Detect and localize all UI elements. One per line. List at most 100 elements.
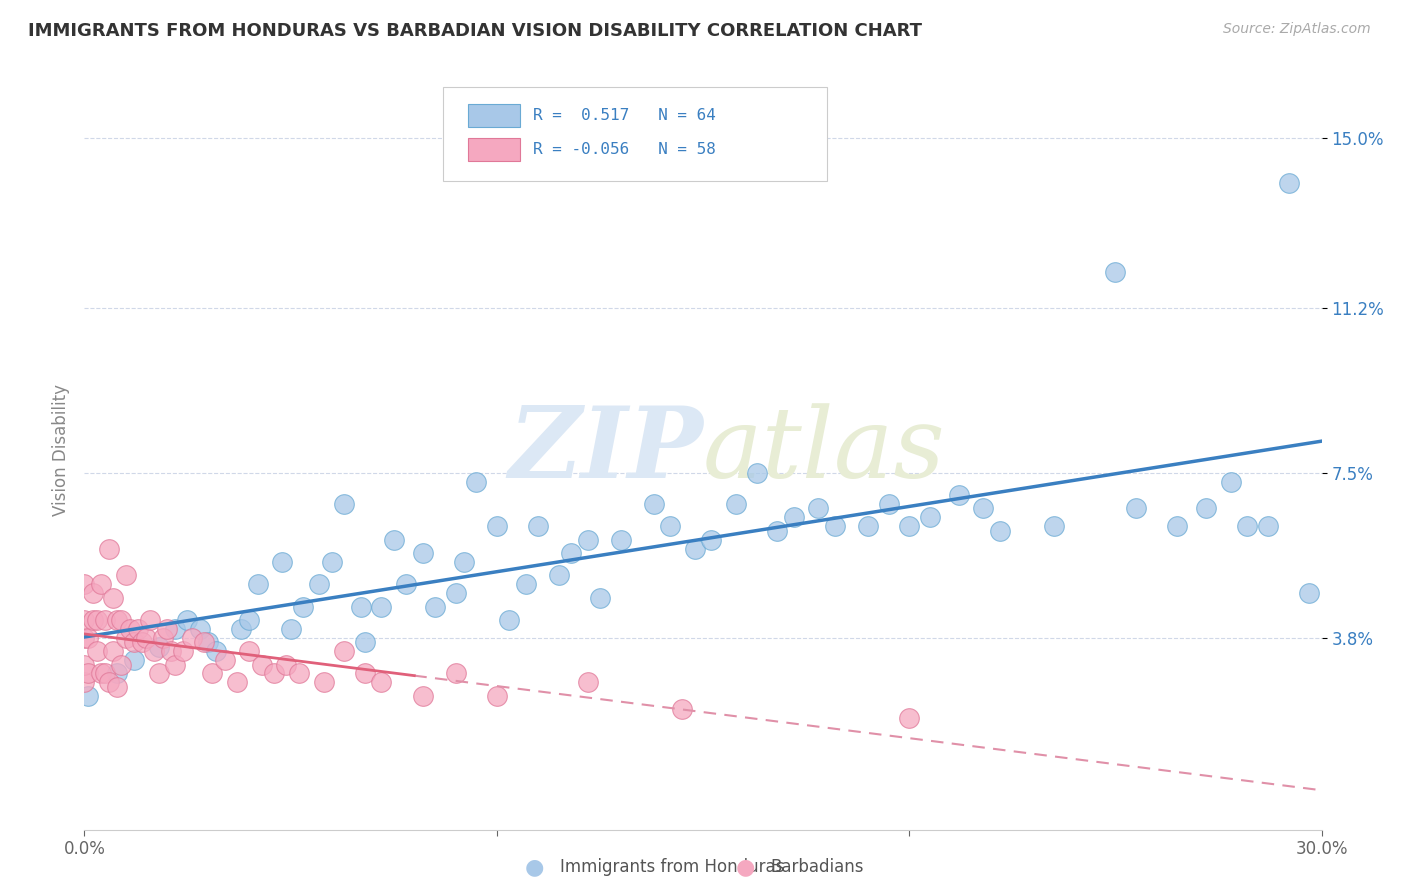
Point bbox=[1195, 501, 1218, 516]
Point bbox=[82, 613, 104, 627]
Point bbox=[1042, 519, 1064, 533]
Point bbox=[73, 577, 96, 591]
Point bbox=[683, 541, 706, 556]
Text: ZIP: ZIP bbox=[508, 402, 703, 499]
Point bbox=[412, 546, 434, 560]
Point bbox=[122, 653, 145, 667]
Point bbox=[271, 555, 294, 569]
Point bbox=[370, 675, 392, 690]
Point bbox=[395, 577, 418, 591]
Point bbox=[238, 613, 260, 627]
Point bbox=[1219, 475, 1241, 489]
Point bbox=[609, 533, 631, 547]
Point bbox=[948, 488, 970, 502]
Point bbox=[73, 675, 96, 690]
Point bbox=[724, 497, 747, 511]
Point bbox=[288, 666, 311, 681]
Point bbox=[135, 631, 157, 645]
Point bbox=[877, 497, 900, 511]
Point bbox=[86, 613, 108, 627]
Point bbox=[105, 613, 128, 627]
Point bbox=[82, 586, 104, 600]
Point bbox=[918, 510, 941, 524]
Point bbox=[412, 689, 434, 703]
Point bbox=[172, 644, 194, 658]
Point bbox=[498, 613, 520, 627]
Point bbox=[127, 622, 149, 636]
Point bbox=[193, 635, 215, 649]
Point bbox=[110, 613, 132, 627]
Point bbox=[77, 689, 100, 703]
Point bbox=[485, 689, 508, 703]
Point bbox=[547, 568, 569, 582]
Point bbox=[131, 635, 153, 649]
Point bbox=[333, 497, 356, 511]
Text: ●: ● bbox=[735, 857, 755, 877]
Point bbox=[98, 541, 121, 556]
Point bbox=[201, 666, 224, 681]
Point bbox=[73, 631, 96, 645]
Point bbox=[90, 577, 112, 591]
Point bbox=[745, 466, 768, 480]
Point bbox=[98, 675, 121, 690]
Point bbox=[176, 613, 198, 627]
Point bbox=[308, 577, 330, 591]
Point bbox=[114, 568, 136, 582]
Point bbox=[560, 546, 582, 560]
Point bbox=[122, 635, 145, 649]
Point bbox=[160, 644, 183, 658]
Text: Source: ZipAtlas.com: Source: ZipAtlas.com bbox=[1223, 22, 1371, 37]
Point bbox=[444, 666, 467, 681]
Point bbox=[77, 666, 100, 681]
Point bbox=[250, 657, 273, 672]
Point bbox=[515, 577, 537, 591]
Point bbox=[671, 702, 693, 716]
Point bbox=[659, 519, 682, 533]
Point bbox=[214, 653, 236, 667]
Point bbox=[783, 510, 806, 524]
Point bbox=[263, 666, 285, 681]
Point bbox=[165, 657, 187, 672]
FancyBboxPatch shape bbox=[443, 87, 827, 181]
Point bbox=[156, 622, 179, 636]
Point bbox=[856, 519, 879, 533]
Text: R =  0.517   N = 64: R = 0.517 N = 64 bbox=[533, 108, 717, 123]
Text: IMMIGRANTS FROM HONDURAS VS BARBADIAN VISION DISABILITY CORRELATION CHART: IMMIGRANTS FROM HONDURAS VS BARBADIAN VI… bbox=[28, 22, 922, 40]
Point bbox=[1236, 519, 1258, 533]
Point bbox=[527, 519, 550, 533]
Point bbox=[576, 675, 599, 690]
Point bbox=[1166, 519, 1188, 533]
Point bbox=[312, 675, 335, 690]
Point bbox=[898, 711, 921, 725]
Point bbox=[77, 631, 100, 645]
Point bbox=[94, 613, 117, 627]
Point bbox=[103, 644, 125, 658]
Point bbox=[90, 666, 112, 681]
Point bbox=[1257, 519, 1279, 533]
Point bbox=[700, 533, 723, 547]
Point bbox=[226, 675, 249, 690]
Point bbox=[143, 644, 166, 658]
Point bbox=[152, 631, 174, 645]
Point bbox=[353, 635, 375, 649]
Point bbox=[1104, 265, 1126, 279]
Point bbox=[180, 631, 202, 645]
Text: R = -0.056   N = 58: R = -0.056 N = 58 bbox=[533, 142, 717, 157]
Point bbox=[188, 622, 211, 636]
Point bbox=[898, 519, 921, 533]
Point bbox=[465, 475, 488, 489]
FancyBboxPatch shape bbox=[468, 138, 520, 161]
Point bbox=[73, 613, 96, 627]
Point bbox=[350, 599, 373, 614]
Point bbox=[1298, 586, 1320, 600]
Point bbox=[988, 524, 1011, 538]
Point bbox=[353, 666, 375, 681]
Point bbox=[444, 586, 467, 600]
Point bbox=[94, 666, 117, 681]
Y-axis label: Vision Disability: Vision Disability bbox=[52, 384, 70, 516]
Point bbox=[333, 644, 356, 658]
Text: Immigrants from Honduras: Immigrants from Honduras bbox=[560, 858, 785, 876]
Point bbox=[105, 680, 128, 694]
Point bbox=[382, 533, 405, 547]
Point bbox=[766, 524, 789, 538]
